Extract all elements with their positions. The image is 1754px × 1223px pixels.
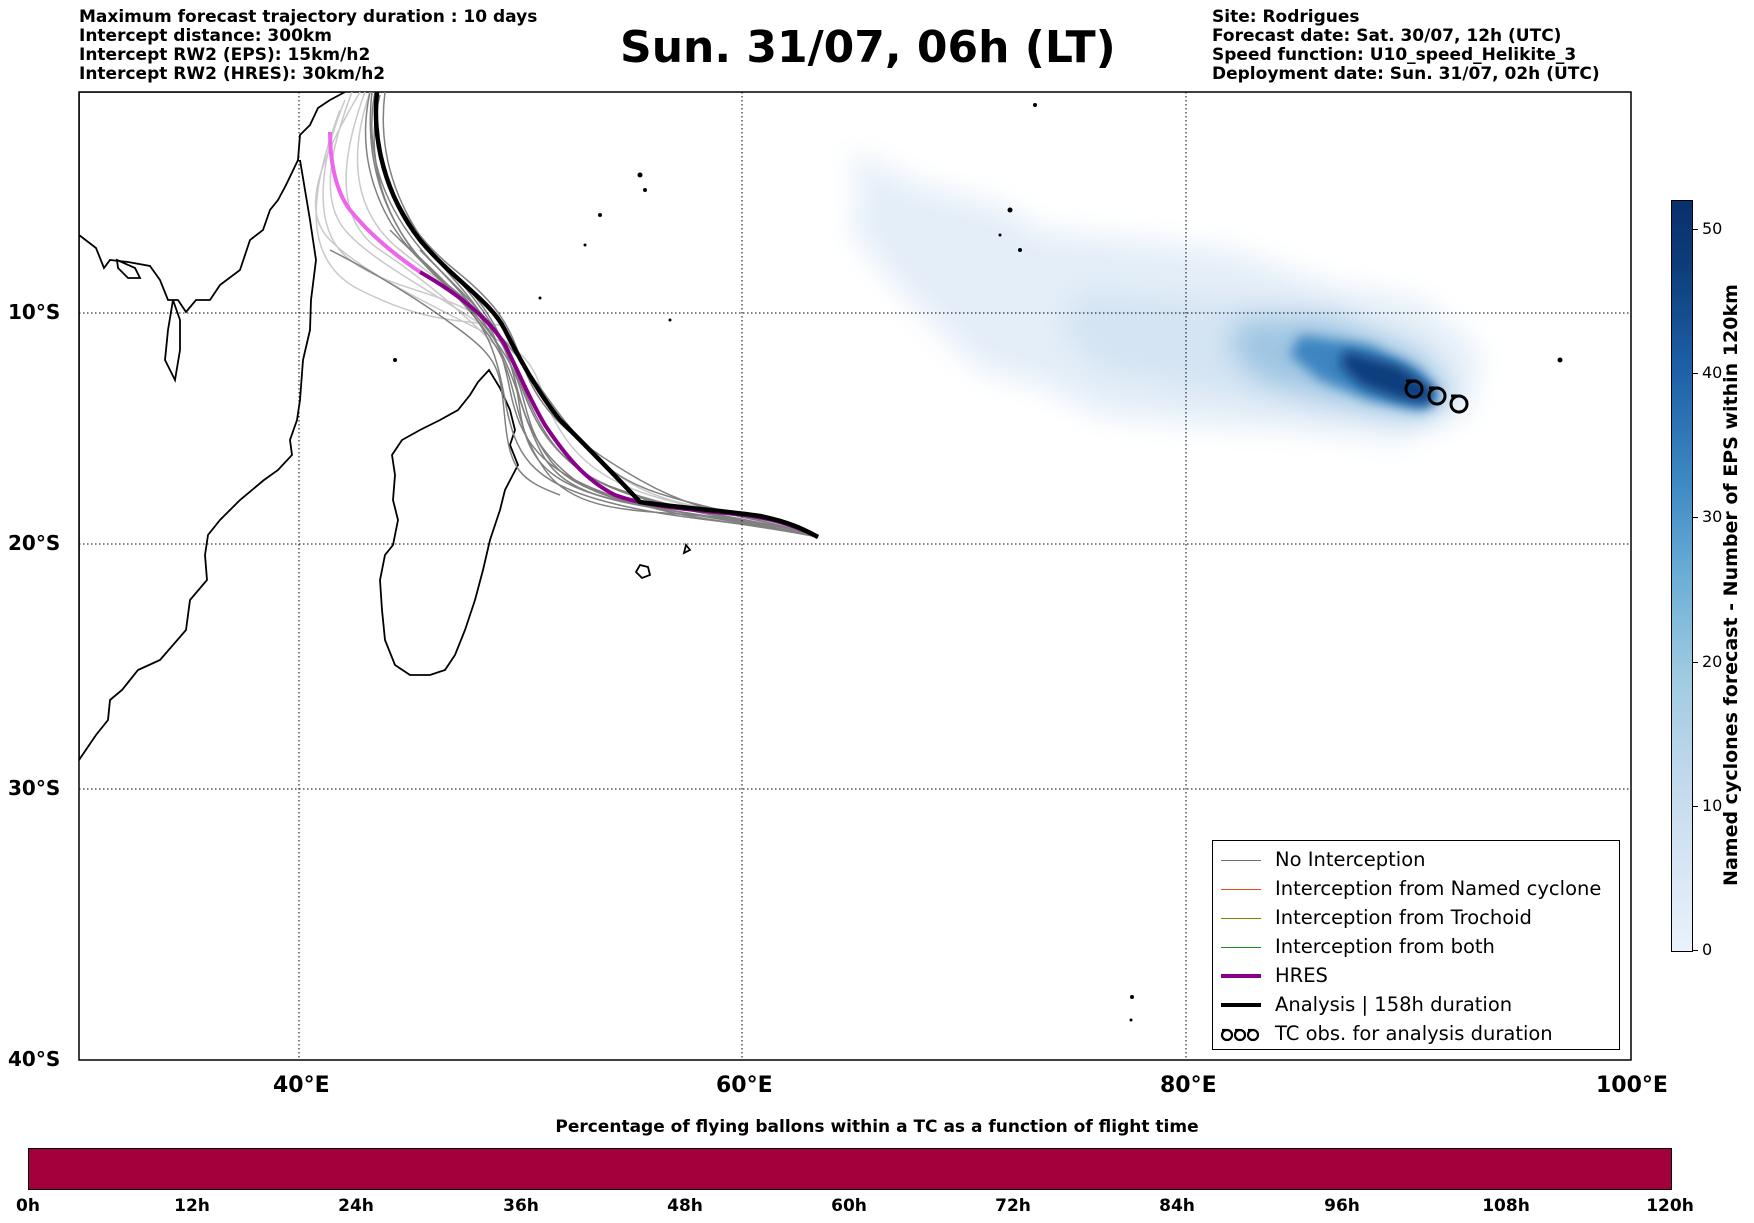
- flight-bar-tick-label: 48h: [667, 1196, 703, 1216]
- colorbar-tick-label: 50: [1702, 219, 1723, 238]
- header-left-line: Maximum forecast trajectory duration : 1…: [79, 7, 538, 27]
- legend-item: Interception from both: [1213, 934, 1619, 960]
- flight-bar-tick-label: 108h: [1482, 1196, 1530, 1216]
- island: [682, 543, 692, 555]
- flight-bar-tick-label: 36h: [503, 1196, 539, 1216]
- madagascar-outline: [379, 368, 519, 676]
- colorbar-tick: [1692, 806, 1698, 807]
- flight-bar-tick-label: 72h: [995, 1196, 1031, 1216]
- colorbar-tick: [1692, 950, 1698, 951]
- legend-swatch: [1221, 974, 1261, 978]
- analysis-track: [373, 92, 820, 539]
- legend-swatch: [1221, 947, 1261, 948]
- header-left-line: Intercept distance: 300km: [79, 26, 332, 46]
- flight-bar-tick-label: 84h: [1159, 1196, 1195, 1216]
- cyclone-symbol-icon: [1427, 386, 1447, 406]
- island: [164, 299, 181, 383]
- header-right-line: Forecast date: Sat. 30/07, 12h (UTC): [1212, 26, 1562, 46]
- colorbar-tick: [1692, 373, 1698, 374]
- small-islands: [393, 103, 1563, 1022]
- legend-label: Interception from both: [1275, 935, 1495, 958]
- legend-item: Analysis | 158h duration: [1213, 992, 1619, 1018]
- colorbar-tick: [1692, 229, 1698, 230]
- legend-label: TC obs. for analysis duration: [1275, 1022, 1553, 1045]
- legend-item: Interception from Trochoid: [1213, 905, 1619, 931]
- colorbar-title: Named cyclones forecast - Number of EPS …: [1720, 284, 1742, 886]
- header-right-line: Speed function: U10_speed_Helikite_3: [1212, 45, 1577, 65]
- colorbar-tick-label: 40: [1702, 363, 1723, 382]
- legend-item: TC obs. for analysis duration: [1213, 1021, 1619, 1047]
- flight-bar-tick-label: 12h: [174, 1196, 210, 1216]
- cyclone-symbol-icon: [1449, 394, 1469, 414]
- hres-track: [328, 131, 422, 274]
- lat-label: 20°S: [8, 531, 61, 555]
- cyclone-symbol-icon: [1404, 379, 1424, 399]
- legend-swatch: [1221, 918, 1261, 919]
- lat-label: 30°S: [8, 776, 61, 800]
- land-outlines: [79, 92, 692, 762]
- header-right-line: Deployment date: Sun. 31/07, 02h (UTC): [1212, 64, 1600, 84]
- colorbar-tick-label: 20: [1702, 652, 1723, 671]
- legend-item: HRES: [1213, 963, 1619, 989]
- legend-label: Analysis | 158h duration: [1275, 993, 1513, 1016]
- header-left-info: Maximum forecast trajectory duration : 1…: [79, 8, 537, 84]
- flight-bar-tick-label: 0h: [16, 1196, 40, 1216]
- colorbar-tick-label: 10: [1702, 796, 1723, 815]
- flight-bar-tick-label: 120h: [1646, 1196, 1694, 1216]
- lon-label: 60°E: [716, 1073, 773, 1098]
- lat-label: 40°S: [8, 1047, 61, 1071]
- legend-swatch: [1221, 889, 1261, 890]
- legend-item: Interception from Named cyclone: [1213, 876, 1619, 902]
- header-right-info: Site: Rodrigues Forecast date: Sat. 30/0…: [1212, 8, 1600, 84]
- lon-label: 100°E: [1596, 1073, 1668, 1098]
- map-legend: No Interception Interception from Named …: [1212, 840, 1620, 1050]
- density-colorbar: [1671, 200, 1693, 952]
- flight-bar-title: Percentage of flying ballons within a TC…: [555, 1117, 1199, 1137]
- colorbar-tick: [1692, 517, 1698, 518]
- island: [115, 258, 142, 279]
- colorbar-tick: [1692, 662, 1698, 663]
- legend-item: No Interception: [1213, 847, 1619, 873]
- header-left-line: Intercept RW2 (EPS): 15km/h2: [79, 45, 371, 65]
- flight-bar-tick-label: 24h: [338, 1196, 374, 1216]
- graticule: [79, 92, 1631, 1060]
- legend-swatch: [1221, 1003, 1261, 1007]
- colorbar-tick-label: 30: [1702, 507, 1723, 526]
- legend-swatch: [1221, 860, 1261, 861]
- map-title: Sun. 31/07, 06h (LT): [620, 22, 1116, 73]
- flight-bar-tick-label: 60h: [831, 1196, 867, 1216]
- flight-time-bar: [28, 1148, 1672, 1190]
- lon-label: 80°E: [1160, 1073, 1217, 1098]
- africa-coast: [79, 92, 346, 762]
- legend-label: No Interception: [1275, 848, 1426, 871]
- lat-label: 10°S: [8, 300, 61, 324]
- flight-bar-tick-label: 96h: [1324, 1196, 1360, 1216]
- header-right-line: Site: Rodrigues: [1212, 7, 1360, 27]
- cyclone-symbol-icon: [1220, 1028, 1260, 1042]
- colorbar-tick-label: 0: [1702, 940, 1713, 959]
- legend-label: Interception from Trochoid: [1275, 906, 1532, 929]
- legend-label: HRES: [1275, 964, 1328, 987]
- island: [634, 563, 652, 580]
- lon-label: 40°E: [273, 1073, 330, 1098]
- cyclone-density-cloud: [850, 150, 1480, 440]
- header-left-line: Intercept RW2 (HRES): 30km/h2: [79, 64, 386, 84]
- legend-label: Interception from Named cyclone: [1275, 877, 1602, 900]
- tc-obs-symbols: [1404, 379, 1469, 414]
